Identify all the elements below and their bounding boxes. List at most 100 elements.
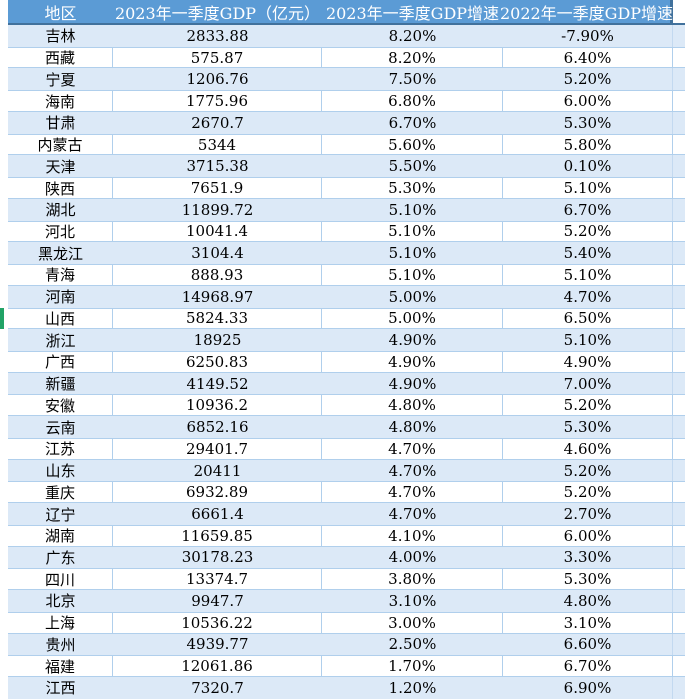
cell-gdp-2023[interactable]: 18925 [193,331,242,350]
cell-growth-2022[interactable]: -7.90% [503,25,673,47]
cell-growth-2022[interactable]: 6.90% [503,677,673,699]
cell-growth-2022[interactable]: 6.50% [503,308,673,329]
cell-growth-2023[interactable]: 1.20% [388,678,437,697]
cell-growth-2023[interactable]: 5.50% [388,157,437,176]
cell-growth-2023[interactable]: 2.50% [388,635,437,654]
column-header-growth-2023[interactable]: 2023年一季度GDP增速 [325,3,500,23]
cell-growth-2023[interactable]: 3.00% [322,612,503,633]
cell-growth-2022[interactable]: 6.70% [503,198,673,221]
cell-growth-2023[interactable]: 8.20% [388,26,437,45]
cell-growth-2023[interactable]: 5.00% [322,308,503,329]
cell-gdp-2023[interactable]: 888.93 [113,265,322,285]
cell-gdp-2023[interactable]: 4149.52 [186,374,249,393]
cell-gdp-2023[interactable]: 1206.76 [186,70,249,89]
cell-region[interactable]: 黑龙江 [37,244,83,263]
cell-growth-2023[interactable]: 5.60% [322,134,503,155]
cell-growth-2022[interactable]: 6.00% [503,525,673,546]
cell-growth-2023[interactable]: 4.90% [322,352,503,372]
cell-gdp-2023[interactable]: 14968.97 [181,287,254,306]
cell-region[interactable]: 河南 [45,288,76,307]
cell-region[interactable]: 云南 [45,418,76,437]
cell-region[interactable]: 河北 [8,221,113,242]
cell-gdp-2023[interactable]: 10041.4 [113,221,322,242]
cell-gdp-2023[interactable]: 6932.89 [113,482,322,503]
cell-growth-2023[interactable]: 5.30% [322,178,503,198]
cell-growth-2022[interactable]: 4.80% [503,590,673,612]
cell-region[interactable]: 广西 [8,352,113,372]
cell-gdp-2023[interactable]: 29401.7 [113,438,322,459]
cell-region[interactable]: 贵州 [45,635,76,654]
cell-growth-2023[interactable]: 7.50% [388,70,437,89]
cell-region[interactable]: 新疆 [45,375,76,394]
cell-growth-2023[interactable]: 5.10% [322,221,503,242]
cell-growth-2023[interactable]: 3.80% [322,569,503,590]
cell-growth-2022[interactable]: 6.70% [503,656,673,677]
cell-gdp-2023[interactable]: 11899.72 [181,200,254,219]
cell-gdp-2023[interactable]: 3715.38 [186,157,249,176]
cell-growth-2022[interactable]: 5.20% [503,395,673,416]
cell-region[interactable]: 陕西 [8,178,113,198]
cell-region[interactable]: 北京 [45,592,76,611]
cell-gdp-2023[interactable]: 5344 [113,134,322,155]
cell-region[interactable]: 安徽 [8,395,113,416]
cell-growth-2023[interactable]: 4.80% [388,418,437,437]
cell-growth-2023[interactable]: 4.70% [388,461,437,480]
cell-region[interactable]: 四川 [8,569,113,590]
cell-region[interactable]: 海南 [8,91,113,111]
cell-growth-2022[interactable]: 5.10% [503,178,673,198]
cell-region[interactable]: 内蒙古 [8,134,113,155]
cell-growth-2023[interactable]: 5.10% [322,265,503,285]
column-header-growth-2022[interactable]: 2022年一季度GDP增速 [500,0,673,23]
cell-region[interactable]: 江苏 [8,438,113,459]
cell-growth-2023[interactable]: 6.70% [388,113,437,132]
cell-gdp-2023[interactable]: 12061.86 [113,656,322,677]
cell-gdp-2023[interactable]: 3104.4 [191,244,244,263]
cell-gdp-2023[interactable]: 13374.7 [113,569,322,590]
cell-growth-2023[interactable]: 4.70% [322,482,503,503]
cell-growth-2022[interactable]: 5.20% [503,482,673,503]
cell-growth-2022[interactable]: 5.10% [503,329,673,352]
cell-growth-2022[interactable]: 3.10% [503,612,673,633]
cell-growth-2023[interactable]: 4.00% [388,548,437,567]
cell-growth-2023[interactable]: 4.70% [388,505,437,524]
cell-growth-2022[interactable]: 5.20% [503,459,673,482]
cell-region[interactable]: 广东 [45,548,76,567]
cell-region[interactable]: 上海 [8,612,113,633]
cell-growth-2022[interactable]: 5.30% [503,416,673,438]
cell-region[interactable]: 天津 [45,157,76,176]
cell-gdp-2023[interactable]: 4939.77 [186,635,249,654]
cell-growth-2022[interactable]: 4.90% [503,352,673,372]
cell-growth-2023[interactable]: 5.10% [388,244,437,263]
column-header-gdp-2023[interactable]: 2023年一季度GDP（亿元） [114,3,321,23]
cell-growth-2023[interactable]: 4.90% [388,374,437,393]
cell-gdp-2023[interactable]: 2670.7 [191,113,244,132]
cell-growth-2023[interactable]: 6.80% [322,91,503,111]
cell-growth-2022[interactable]: 6.60% [503,633,673,656]
cell-growth-2022[interactable]: 0.10% [503,155,673,178]
cell-region[interactable]: 重庆 [8,482,113,503]
cell-gdp-2023[interactable]: 6661.4 [191,505,244,524]
cell-gdp-2023[interactable]: 6250.83 [113,352,322,372]
cell-gdp-2023[interactable]: 7651.9 [113,178,322,198]
cell-growth-2023[interactable]: 1.70% [322,656,503,677]
cell-growth-2022[interactable]: 2.70% [503,503,673,525]
cell-region[interactable]: 山西 [8,308,113,329]
cell-growth-2022[interactable]: 4.70% [503,285,673,308]
cell-growth-2023[interactable]: 4.10% [322,525,503,546]
cell-gdp-2023[interactable]: 5824.33 [113,308,322,329]
cell-growth-2023[interactable]: 5.10% [388,200,437,219]
cell-gdp-2023[interactable]: 575.87 [113,47,322,68]
cell-growth-2022[interactable]: 5.80% [503,134,673,155]
column-header-region[interactable]: 地区 [44,3,77,23]
cell-gdp-2023[interactable]: 10936.2 [113,395,322,416]
cell-growth-2023[interactable]: 5.00% [388,287,437,306]
cell-region[interactable]: 湖南 [8,525,113,546]
cell-region[interactable]: 福建 [8,656,113,677]
cell-growth-2022[interactable]: 4.60% [503,438,673,459]
cell-region[interactable]: 西藏 [8,47,113,68]
cell-region[interactable]: 浙江 [45,331,76,350]
cell-gdp-2023[interactable]: 1775.96 [113,91,322,111]
cell-gdp-2023[interactable]: 10536.22 [113,612,322,633]
cell-growth-2022[interactable]: 5.20% [503,221,673,242]
cell-region[interactable]: 辽宁 [45,505,76,524]
